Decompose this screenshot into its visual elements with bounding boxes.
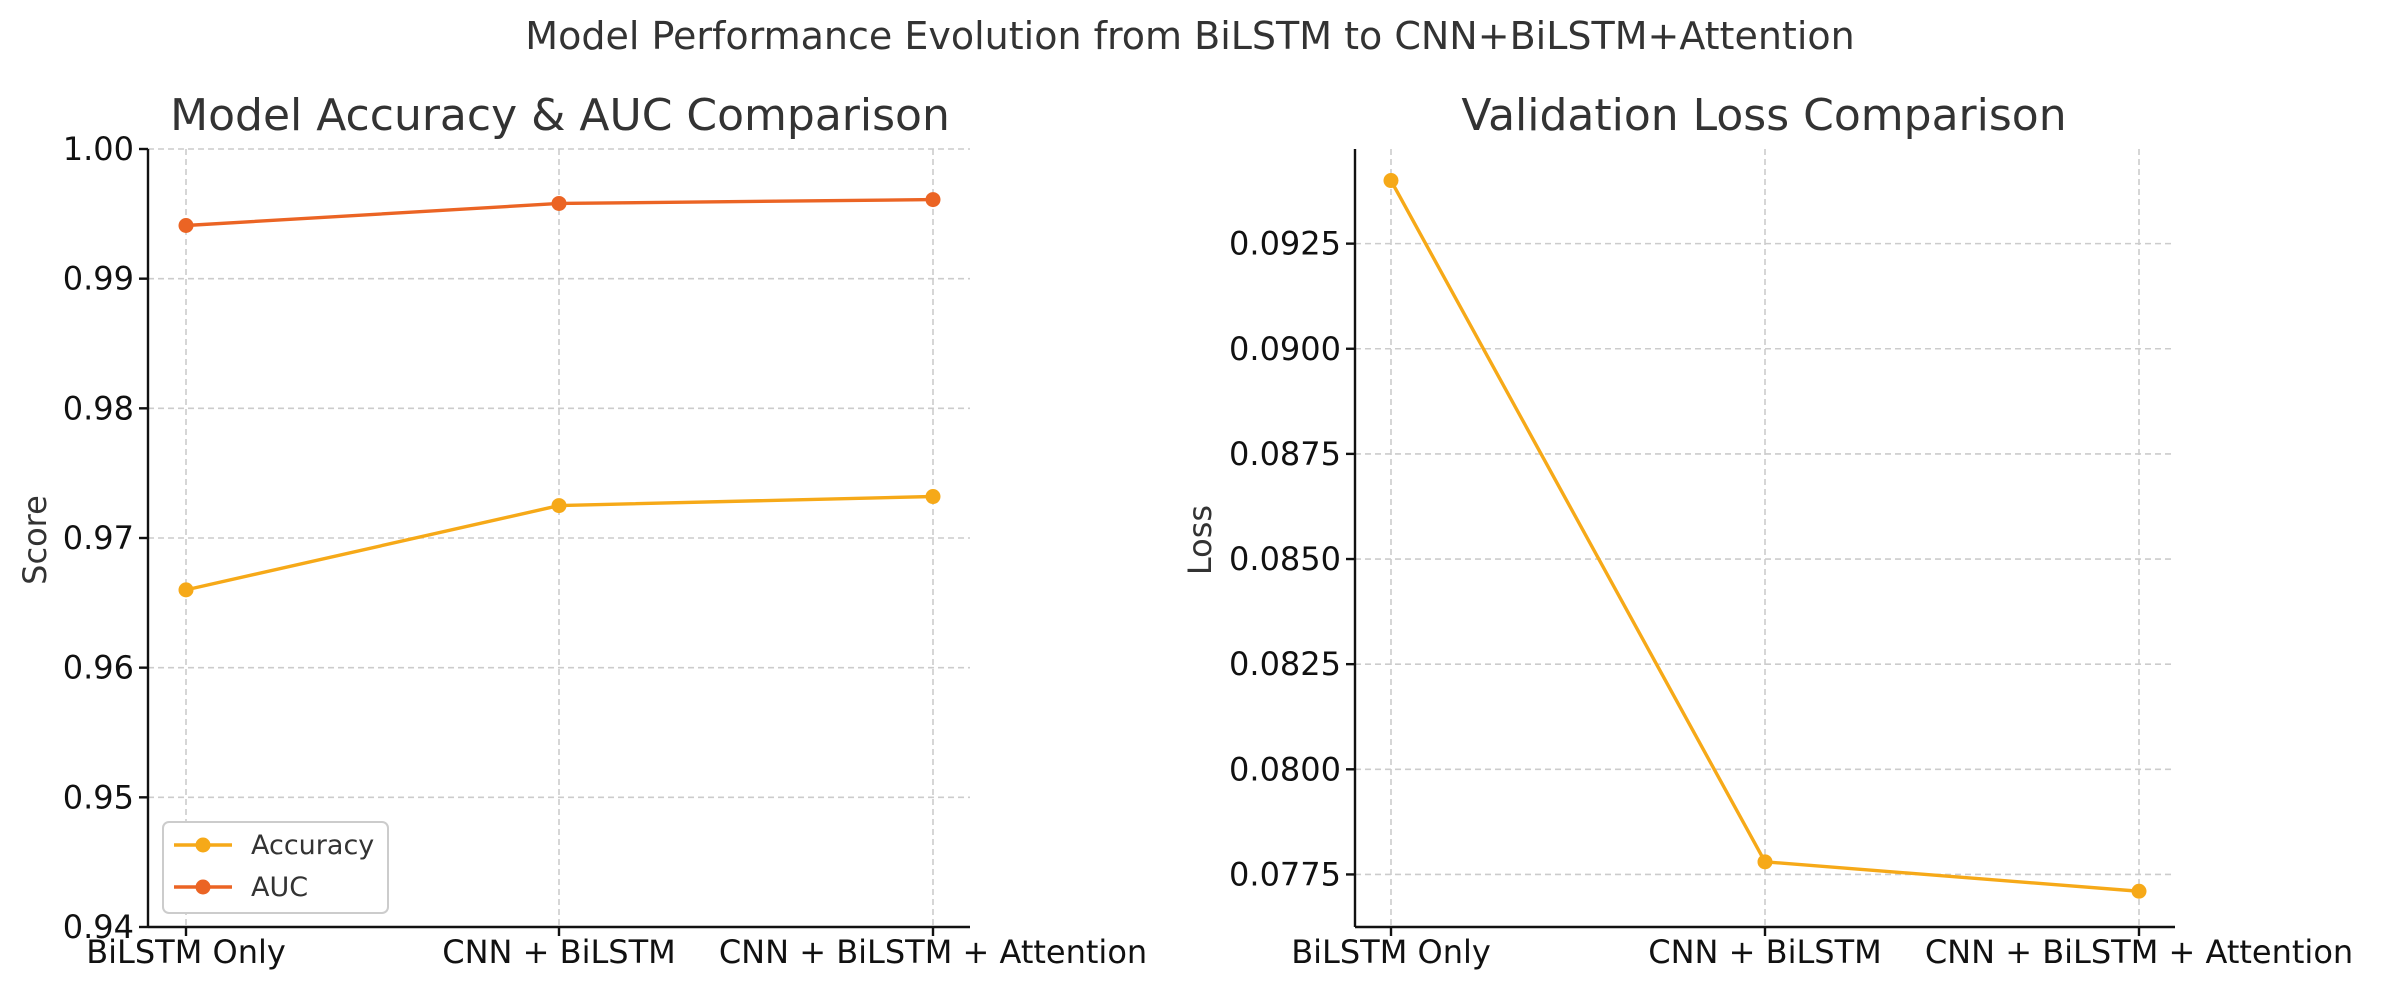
accuracy-auc-accuracy-point (178, 582, 194, 598)
accuracy-auc-title: Model Accuracy & AUC Comparison (170, 90, 950, 141)
accuracy-auc-y-tick-label: 0.98 (63, 389, 134, 427)
validation-loss-series (1383, 173, 2147, 899)
validation-loss-y-tick-label: 0.0775 (1229, 855, 1341, 893)
accuracy-auc-y-tick-label: 0.97 (63, 519, 134, 557)
accuracy-auc-auc-point (925, 192, 941, 208)
accuracy-auc-accuracy-point (551, 498, 567, 514)
accuracy-auc-y-tick-label: 0.95 (63, 778, 134, 816)
accuracy-auc-panel: Model Accuracy & AUC Comparison Score 0.… (16, 90, 1147, 971)
accuracy-auc-y-axis-label: Score (16, 495, 54, 585)
legend-auc-marker (195, 879, 211, 895)
validation-loss-x-tick-label: CNN + BiLSTM + Attention (1925, 933, 2353, 971)
validation-loss-y-tick-label: 0.0800 (1229, 750, 1341, 788)
legend-accuracy-label: Accuracy (251, 830, 374, 861)
accuracy-auc-y-tick-label: 1.00 (63, 130, 134, 168)
legend-auc-label: AUC (251, 872, 308, 903)
accuracy-auc-x-tick-label: CNN + BiLSTM + Attention (719, 933, 1147, 971)
accuracy-auc-y-tick-label: 0.99 (63, 260, 134, 298)
accuracy-auc-y-tick-label: 0.96 (63, 649, 134, 687)
validation-loss-series-0-point (2131, 883, 2147, 899)
accuracy-auc-accuracy-point (925, 489, 941, 505)
validation-loss-y-tick-label: 0.0900 (1229, 330, 1341, 368)
accuracy-auc-auc-point (551, 195, 567, 211)
accuracy-auc-y-tick-label: 0.94 (63, 908, 134, 946)
validation-loss-y-tick-label: 0.0850 (1229, 540, 1341, 578)
accuracy-auc-series (178, 192, 941, 598)
validation-loss-y-axis-label: Loss (1181, 505, 1219, 575)
validation-loss-series-0-point (1757, 854, 1773, 870)
validation-loss-panel: Validation Loss Comparison Loss 0.07750.… (1181, 90, 2353, 971)
validation-loss-y-tick-label: 0.0875 (1229, 435, 1341, 473)
accuracy-auc-legend: Accuracy AUC (162, 821, 389, 914)
validation-loss-y-tick-label: 0.0925 (1229, 225, 1341, 263)
accuracy-auc-gridlines (148, 148, 970, 928)
accuracy-auc-x-tick-label: CNN + BiLSTM (442, 933, 676, 971)
validation-loss-tick-labels: 0.0775 0.0800 0.0825 0.0850 0.0875 0.0900 0.09… (1229, 225, 2353, 971)
accuracy-auc-tick-labels: 0.94 0.95 0.96 0.97 0.98 0.99 1.00 BiLSTM Only C… (63, 130, 1147, 971)
validation-loss-title: Validation Loss Comparison (1461, 90, 2066, 141)
validation-loss-y-tick-label: 0.0825 (1229, 645, 1341, 683)
accuracy-auc-x-tick-label: BiLSTM Only (86, 933, 286, 971)
validation-loss-gridlines (1355, 149, 2175, 927)
validation-loss-x-tick-label: CNN + BiLSTM (1648, 933, 1882, 971)
validation-loss-x-tick-label: BiLSTM Only (1291, 933, 1491, 971)
legend-accuracy-marker (195, 837, 211, 853)
figure-title: Model Performance Evolution from BiLSTM … (525, 14, 1854, 58)
accuracy-auc-auc-point (178, 218, 194, 233)
validation-loss-series-0-point (1383, 173, 1399, 189)
